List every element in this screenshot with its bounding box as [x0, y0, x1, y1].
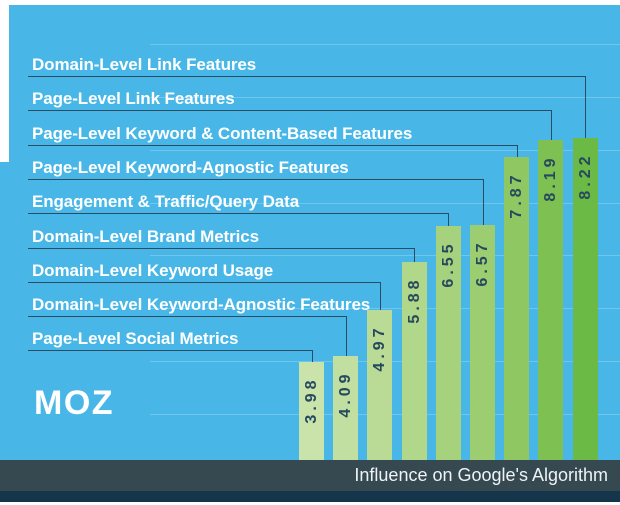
leader-line-h	[28, 350, 313, 351]
page-margin-left	[0, 0, 9, 162]
bar-value: 7.87	[507, 171, 525, 219]
footer-bar: Influence on Google's Algorithm	[0, 460, 620, 491]
leader-line-h	[28, 76, 586, 77]
footer-accent-strip	[0, 491, 620, 502]
leader-line-h	[28, 316, 347, 317]
leader-line-v	[448, 213, 449, 226]
leader-line-v	[551, 110, 552, 140]
bar: 8.22	[573, 138, 598, 460]
bar-label: Page-Level Link Features	[32, 89, 235, 108]
page-margin-top	[0, 0, 620, 5]
gridline	[150, 44, 620, 45]
bar: 5.88	[402, 262, 427, 460]
leader-line-h	[28, 110, 552, 111]
moz-logo: MOZ	[34, 384, 115, 422]
bar: 6.55	[436, 226, 461, 460]
bar: 4.97	[367, 310, 392, 460]
bar-label: Domain-Level Keyword Usage	[32, 261, 274, 280]
bar-value: 6.57	[473, 239, 491, 287]
bar: 3.98	[299, 362, 324, 460]
gridline	[150, 150, 620, 151]
bar-value: 4.09	[336, 370, 354, 418]
bar-value: 6.55	[439, 240, 457, 288]
chart-title: Influence on Google's Algorithm	[354, 465, 608, 485]
leader-line-v	[585, 76, 586, 138]
bar-label: Page-Level Keyword-Agnostic Features	[32, 158, 349, 177]
bar-label: Domain-Level Link Features	[32, 55, 257, 74]
leader-line-v	[380, 282, 381, 310]
bar-label: Engagement & Traffic/Query Data	[32, 192, 300, 211]
gridline	[150, 255, 620, 256]
gridline	[150, 308, 620, 309]
leader-line-h	[28, 213, 449, 214]
bar-value: 5.88	[405, 276, 423, 324]
bar: 8.19	[538, 140, 563, 460]
bar: 6.57	[470, 225, 495, 460]
leader-line-v	[517, 145, 518, 157]
leader-line-v	[483, 179, 484, 225]
bar-label: Domain-Level Brand Metrics	[32, 227, 259, 246]
leader-line-h	[28, 179, 484, 180]
bar: 4.09	[333, 356, 358, 460]
leader-line-h	[28, 145, 518, 146]
bar-value: 3.98	[302, 376, 320, 424]
leader-line-v	[312, 350, 313, 362]
bar-value: 4.97	[370, 324, 388, 372]
bar-label: Domain-Level Keyword-Agnostic Features	[32, 295, 371, 314]
leader-line-v	[346, 316, 347, 356]
leader-line-h	[28, 248, 415, 249]
bar-value: 8.22	[576, 152, 594, 200]
gridline	[150, 97, 620, 98]
leader-line-h	[28, 282, 381, 283]
bar-label: Page-Level Keyword & Content-Based Featu…	[32, 124, 413, 143]
gridline	[150, 203, 620, 204]
bar: 7.87	[504, 157, 529, 460]
bar-label: Page-Level Social Metrics	[32, 329, 239, 348]
leader-line-v	[414, 248, 415, 262]
bar-value: 8.19	[541, 154, 559, 202]
